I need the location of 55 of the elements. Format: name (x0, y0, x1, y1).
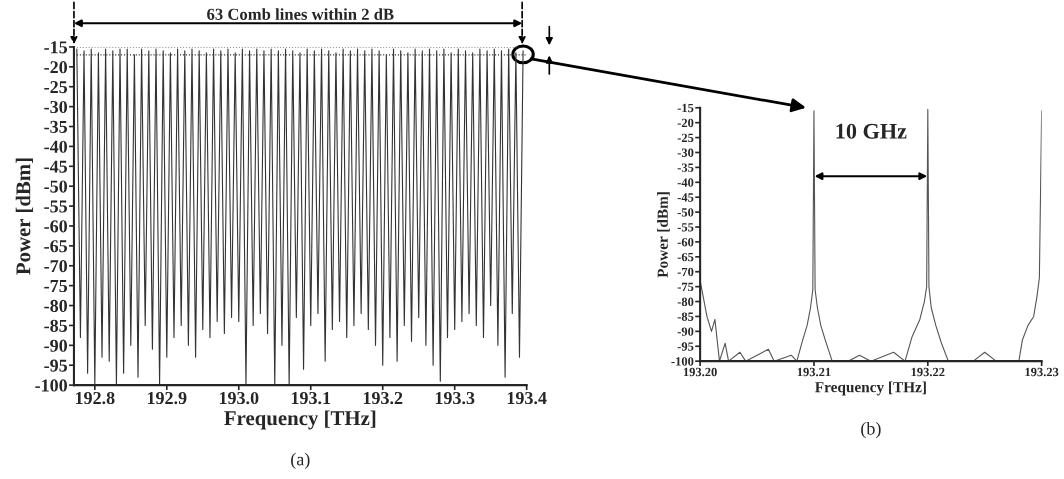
x-tick-label: 193.20 (683, 367, 717, 377)
x-tick-label: 192.8 (75, 391, 115, 405)
y-tick-label: -25 (677, 133, 694, 143)
x-tick-label: 193.21 (797, 367, 831, 377)
x-tick-label: 193.0 (219, 391, 259, 405)
y-tick-label: -35 (44, 120, 68, 133)
y-tick-label: -60 (44, 220, 68, 233)
y-tick-label: -35 (677, 163, 694, 172)
y-tick-label: -70 (44, 260, 68, 273)
y-tick-label: -75 (44, 280, 68, 293)
y-tick-label: -50 (677, 208, 694, 217)
y-tick-label: -25 (44, 81, 68, 94)
y-tick-label: -20 (44, 61, 68, 74)
x-tick-label: 193.22 (911, 367, 945, 377)
y-tick-label: -95 (677, 342, 694, 351)
y-tick-label: -30 (44, 100, 68, 114)
x-tick-label: 193.1 (291, 391, 331, 405)
y-tick-label: -15 (677, 103, 694, 113)
y-tick-label: -40 (677, 178, 694, 187)
x-axis-title: Frequency [THz] (815, 381, 926, 396)
y-tick-label: -45 (677, 193, 694, 202)
y-tick-label: -20 (677, 118, 694, 128)
y-tick-label: -65 (677, 252, 694, 262)
y-tick-label: -65 (44, 240, 68, 253)
x-axis-title: Frequency [THz] (224, 410, 376, 430)
x-tick-label: 193.2 (363, 391, 403, 405)
y-tick-label: -60 (677, 237, 694, 247)
y-tick-label: -55 (44, 200, 68, 213)
y-tick-label: -40 (44, 140, 68, 153)
y-tick-label: -50 (44, 180, 68, 193)
y-tick-label: -100 (671, 357, 694, 366)
y-tick-label: -30 (677, 148, 694, 157)
y-tick-label: -85 (44, 319, 68, 332)
y-tick-label: -80 (44, 299, 68, 312)
y-tick-label: -85 (677, 312, 694, 321)
y-axis-title: Power [dBm] (15, 158, 33, 275)
x-tick-label: 193.23 (1025, 367, 1059, 377)
y-tick-label: -55 (677, 223, 694, 232)
text: 63 Comb lines within 2 dB (207, 8, 394, 20)
y-axis-title: Power [dBm] (657, 192, 670, 278)
x-tick-label: 193.4 (507, 391, 547, 405)
y-tick-label: -75 (677, 282, 694, 292)
x-tick-label: 192.9 (147, 391, 187, 405)
y-tick-label: -15 (44, 41, 68, 54)
y-tick-label: -100 (35, 379, 68, 392)
y-tick-label: -90 (44, 339, 68, 352)
text: (b) (861, 421, 881, 439)
y-tick-label: -80 (677, 297, 694, 306)
y-tick-label: -70 (677, 267, 694, 277)
text: (a) (291, 452, 310, 470)
y-tick-label: -90 (677, 327, 694, 336)
y-tick-label: -45 (44, 160, 68, 173)
y-tick-label: -95 (44, 359, 68, 372)
x-tick-label: 193.3 (435, 391, 475, 405)
annotation: 10 GHz (836, 123, 907, 139)
